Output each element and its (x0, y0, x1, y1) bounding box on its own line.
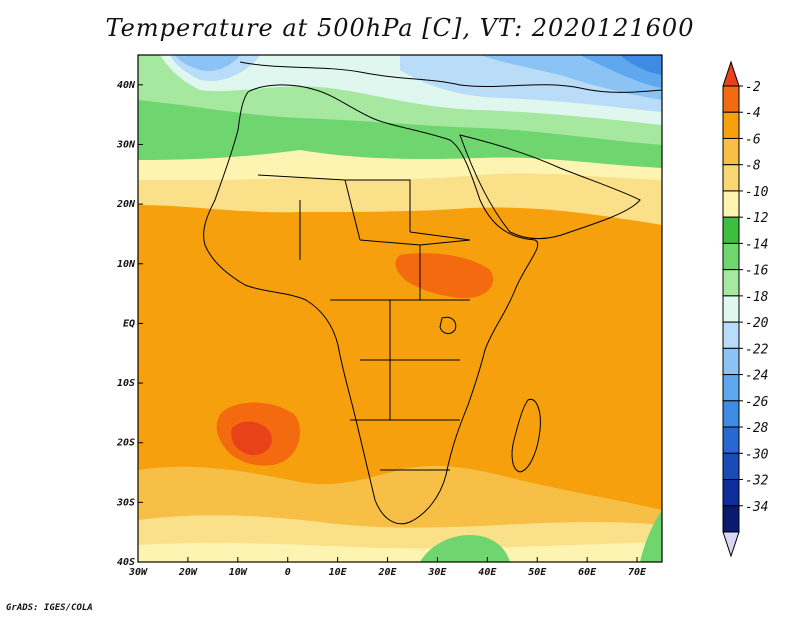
grads-credit: GrADS: IGES/COLA (6, 603, 93, 613)
y-tick-label: 10N (117, 259, 136, 270)
colorbar-box (722, 295, 740, 323)
colorbar-label: -8 (745, 159, 761, 174)
madagascar-coastline (511, 398, 541, 473)
y-tick-label: 30N (116, 139, 136, 150)
colorbar-box (722, 347, 740, 376)
colorbar-box (722, 400, 740, 428)
y-tick-label: 20S (116, 438, 135, 449)
y-tick-label: 10S (117, 378, 135, 389)
colorbar-label: -6 (745, 132, 761, 147)
colorbar-label: -12 (745, 211, 769, 226)
colorbar-box (722, 269, 740, 297)
colorbar-box (722, 137, 740, 166)
map-axes: 30W 20W 10W 0 10E 20E 30E 40E 50E 60E 70E 40N 30N 20N… (116, 80, 647, 578)
x-tick-label: 70E (628, 567, 647, 578)
colorbar: -2 -4 -6 -8 -10 -12 -14 -16 -18 -20 -22 -24 -26 -28 -3… (722, 60, 769, 558)
interior-borders (257, 174, 471, 471)
colorbar-bottom-arrow (722, 531, 740, 558)
colorbar-box (722, 479, 740, 507)
contour-deep-blue-north (620, 55, 662, 75)
colorbar-label: -26 (745, 395, 769, 410)
y-tick-label: 40S (117, 557, 135, 568)
colorbar-box (722, 164, 740, 192)
colorbar-label: -14 (745, 237, 768, 252)
contour-green-south (420, 510, 662, 562)
colorbar-box (722, 505, 740, 533)
colorbar-label: -18 (745, 290, 769, 305)
x-tick-label: 50E (528, 567, 547, 578)
colorbar-box (722, 321, 740, 349)
colorbar-label: -30 (745, 447, 769, 462)
x-tick-label: 40E (478, 567, 497, 578)
x-tick-label: 30W (128, 567, 148, 578)
country-borders (203, 61, 662, 525)
colorbar-label: -22 (745, 342, 769, 357)
x-tick-label: 60E (578, 567, 597, 578)
colorbar-label: -4 (745, 106, 761, 121)
x-tick-label: 20E (377, 567, 397, 578)
lake-victoria (439, 316, 457, 335)
map-title: Temperature at 500hPa [C], VT: 202012160… (105, 14, 695, 42)
colorbar-label: -28 (745, 421, 769, 436)
colorbar-box (722, 85, 740, 113)
x-tick-label: 30E (427, 567, 447, 578)
colorbar-box (722, 426, 740, 454)
x-tick-label: 20W (178, 567, 198, 578)
colorbar-box (722, 190, 740, 218)
colorbar-label: -10 (745, 185, 769, 200)
arabia-coastline (459, 134, 641, 240)
y-tick-label: 40N (117, 80, 136, 91)
contour-blue-north (175, 55, 662, 100)
plot-frame (137, 54, 663, 563)
y-tick-label: 30S (116, 497, 135, 508)
colorbar-label: -2 (745, 80, 761, 95)
colorbar-label: -32 (745, 474, 769, 489)
y-tick-label: 20N (116, 199, 136, 210)
colorbar-label: -20 (745, 316, 769, 331)
colorbar-box (722, 111, 740, 139)
colorbar-box (722, 452, 740, 481)
africa-coastline (203, 84, 539, 525)
colorbar-label: -16 (745, 264, 769, 279)
colorbar-box (722, 242, 740, 271)
contour-pale-yellow-south (138, 542, 662, 562)
x-tick-label: 0 (285, 567, 291, 578)
colorbar-label: -34 (745, 500, 768, 515)
y-tick-label: EQ (123, 318, 135, 329)
x-tick-label: 10W (229, 567, 248, 578)
europe-coastline (239, 61, 662, 93)
colorbar-box (722, 216, 740, 244)
colorbar-label: -24 (745, 369, 768, 384)
colorbar-top-arrow (722, 60, 740, 87)
temperature-field (138, 55, 662, 562)
x-tick-label: 10E (329, 567, 348, 578)
contour-red-southwest (231, 421, 272, 456)
colorbar-box (722, 374, 740, 402)
